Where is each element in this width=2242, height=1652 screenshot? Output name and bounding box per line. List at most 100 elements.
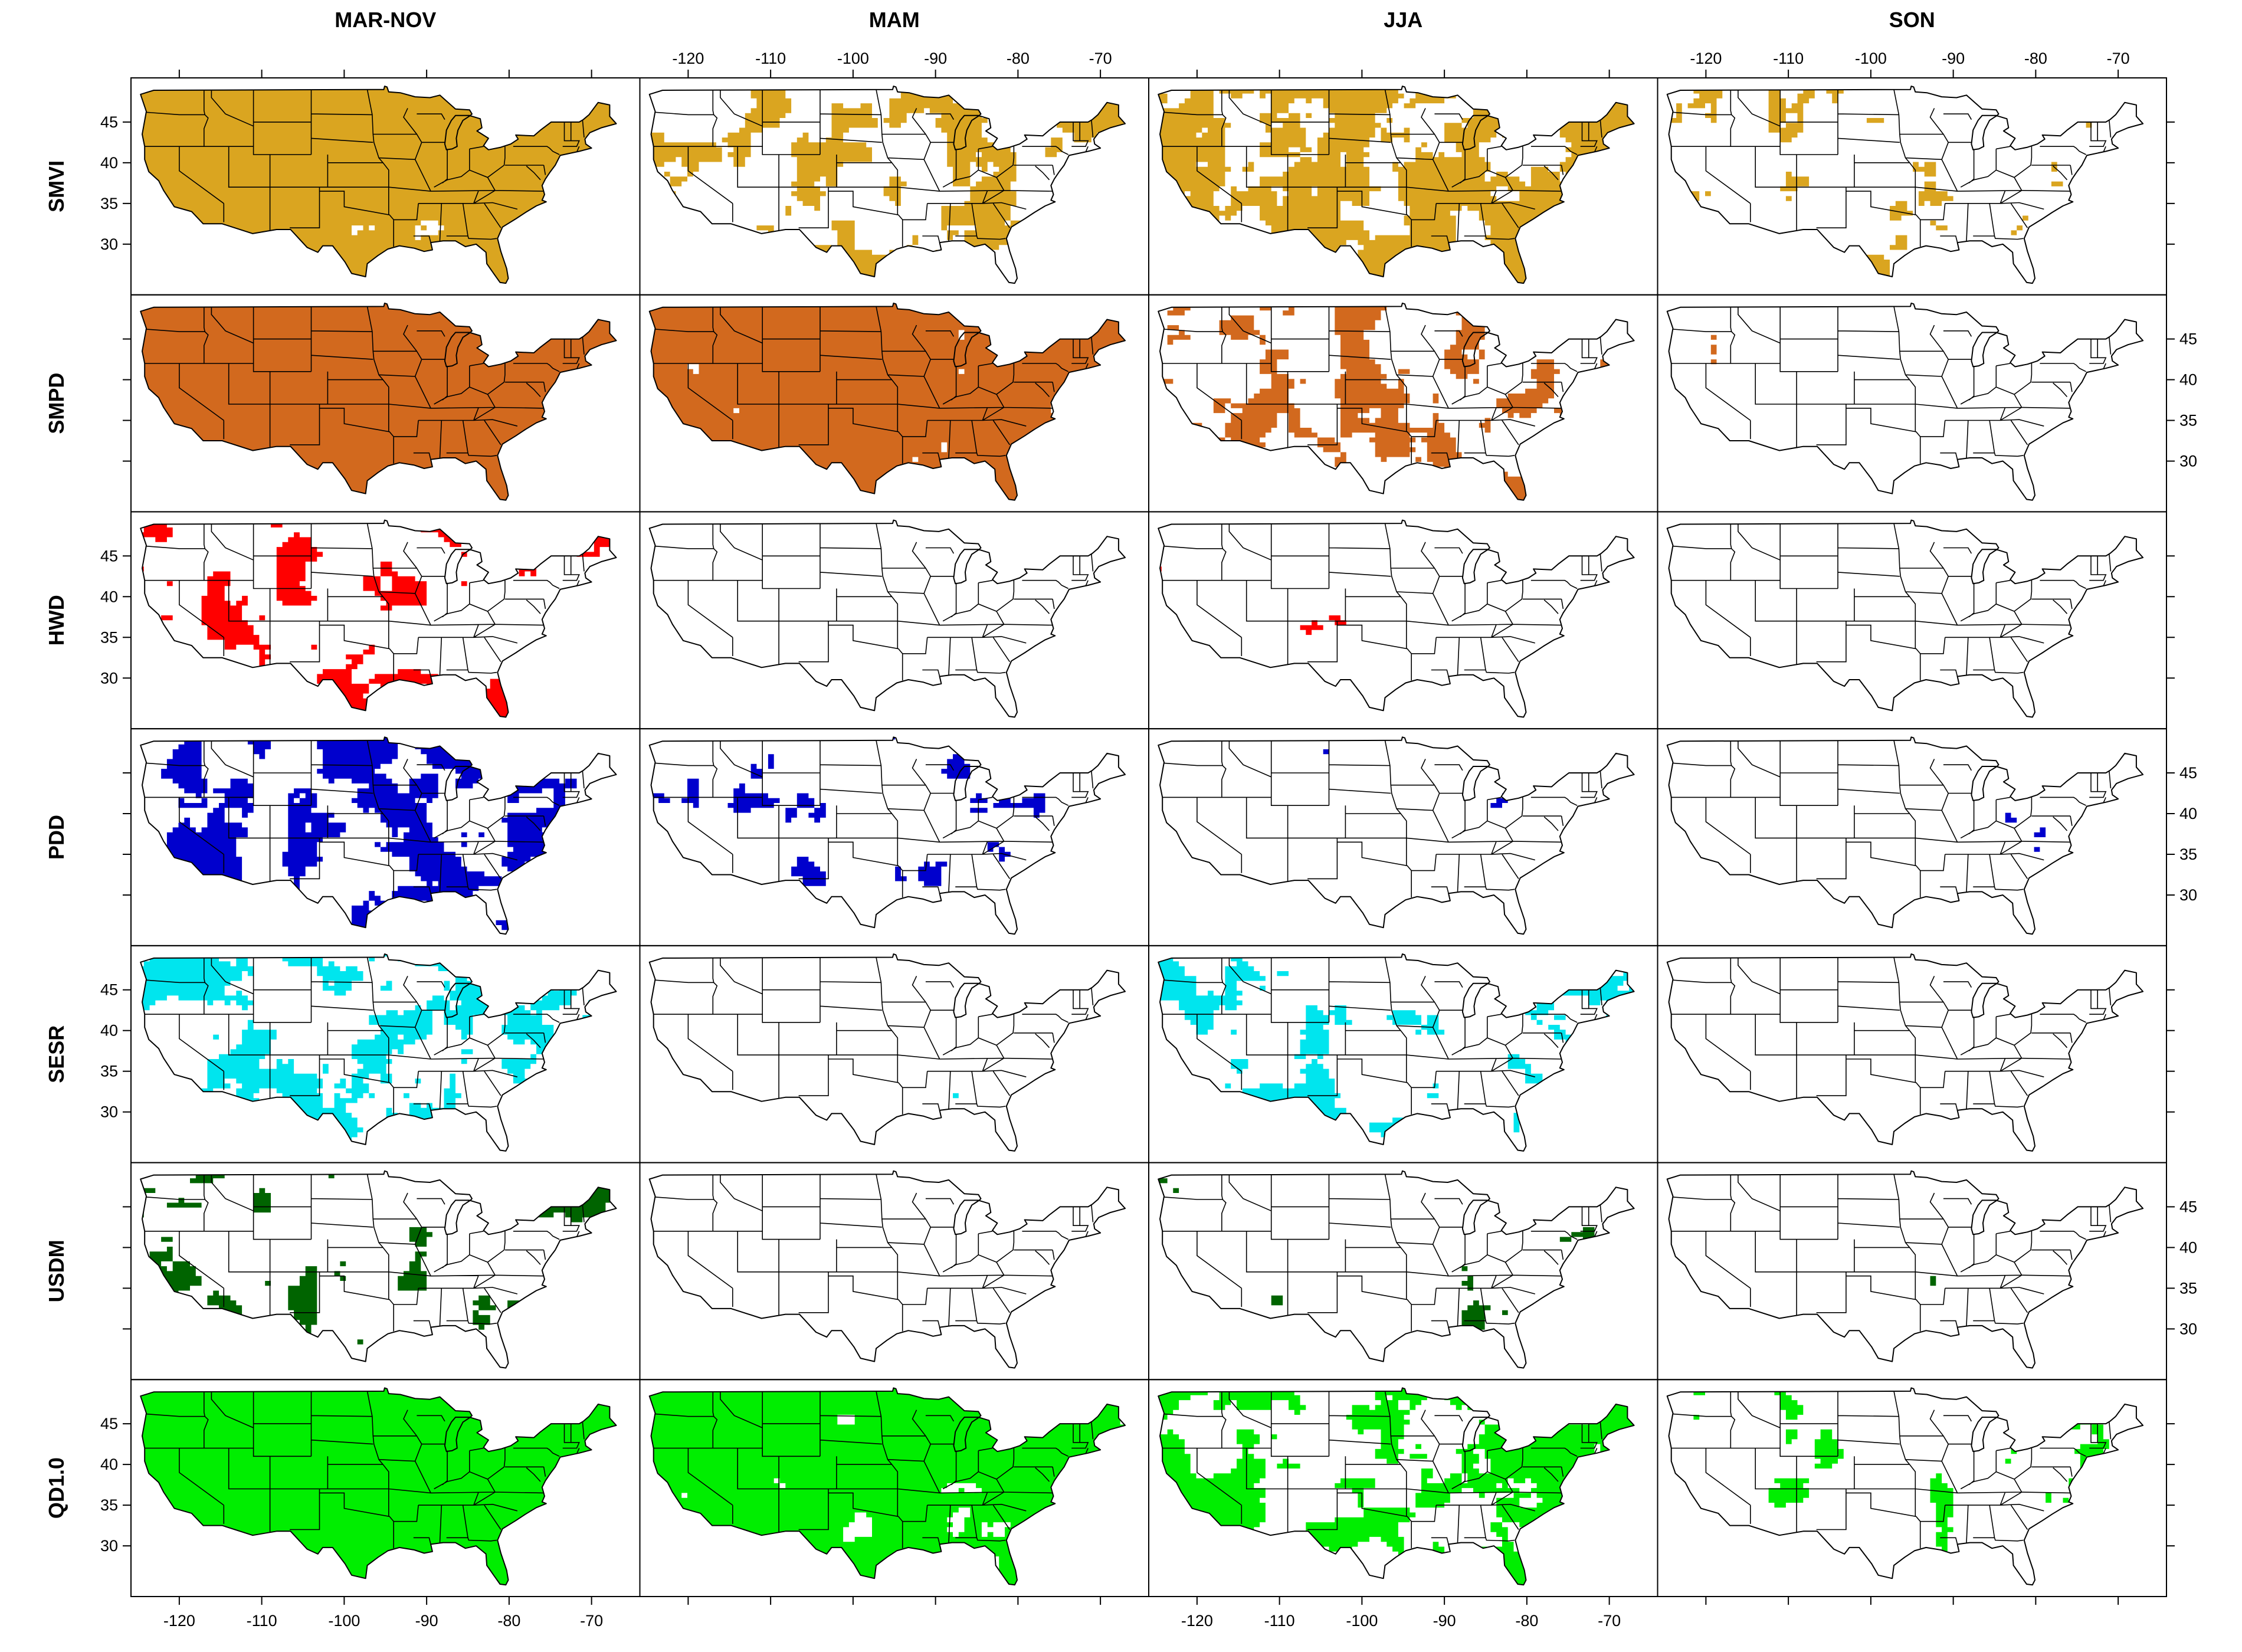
map-panel-usdm-jja bbox=[1148, 1162, 1658, 1381]
lon-tick-label: -80 bbox=[497, 1612, 520, 1630]
lat-tick-label: 35 bbox=[2179, 412, 2197, 430]
conus-outline bbox=[1666, 1170, 2144, 1369]
conus-outline bbox=[648, 302, 1126, 501]
map-panel-hwd-son bbox=[1657, 511, 2167, 730]
conus-outline bbox=[648, 1387, 1126, 1586]
lon-tick-label: -80 bbox=[2024, 50, 2047, 67]
row-label-pdd: PDD bbox=[44, 815, 68, 860]
lat-tick-label: 40 bbox=[2179, 805, 2197, 822]
drought-fill bbox=[649, 86, 1125, 284]
map-panel-smvi-son bbox=[1657, 77, 2167, 296]
state-boundaries bbox=[653, 1391, 1094, 1549]
map-panel-usdm-mar-nov bbox=[130, 1162, 641, 1381]
map-panel-sesr-jja bbox=[1148, 945, 1658, 1163]
lon-tick-label: -80 bbox=[1007, 50, 1030, 67]
conus-outline bbox=[140, 302, 617, 501]
map-panel-pdd-mam bbox=[639, 728, 1149, 946]
row-label-usdm: USDM bbox=[44, 1240, 68, 1302]
conus-outline bbox=[1666, 1387, 2144, 1586]
conus-outline bbox=[1158, 953, 1635, 1152]
map-panel-pdd-son bbox=[1657, 728, 2167, 946]
drought-fill bbox=[140, 1388, 617, 1585]
state-boundaries bbox=[1162, 957, 1602, 1115]
drought-fill bbox=[1785, 812, 2092, 916]
drought-fill bbox=[140, 86, 617, 284]
lat-tick-label: 30 bbox=[2179, 886, 2197, 904]
state-boundaries bbox=[1671, 523, 2112, 681]
lon-tick-label: -90 bbox=[924, 50, 947, 67]
conus-outline bbox=[140, 953, 617, 1152]
lon-tick-label: -70 bbox=[2107, 50, 2130, 67]
drought-fill bbox=[1930, 1276, 1936, 1345]
lat-tick-label: 45 bbox=[100, 547, 118, 565]
panel-frame bbox=[1148, 728, 1658, 946]
drought-fill bbox=[140, 303, 617, 500]
map-panel-sesr-mar-nov bbox=[130, 945, 641, 1163]
drought-fill bbox=[1158, 954, 1634, 1151]
state-boundaries bbox=[1671, 740, 2112, 898]
map-panel-hwd-mam bbox=[639, 511, 1149, 730]
drought-fill bbox=[1158, 303, 1634, 500]
conus-outline bbox=[648, 736, 1126, 935]
lat-tick-label: 40 bbox=[100, 588, 118, 605]
map-panel-smpd-mar-nov bbox=[130, 294, 641, 513]
map-panel-smpd-son bbox=[1657, 294, 2167, 513]
map-panel-pdd-jja bbox=[1148, 728, 1658, 946]
lat-tick-label: 45 bbox=[2179, 1198, 2197, 1215]
panel-frame bbox=[1657, 77, 2167, 296]
lon-tick-label: -90 bbox=[1433, 1612, 1456, 1630]
lat-tick-label: 45 bbox=[100, 113, 118, 131]
lon-tick-label: -70 bbox=[1598, 1612, 1621, 1630]
row-label-smvi: SMVI bbox=[44, 160, 68, 212]
lat-tick-label: 40 bbox=[100, 1456, 118, 1473]
lat-tick-label: 35 bbox=[2179, 1279, 2197, 1297]
state-boundaries bbox=[1162, 89, 1602, 247]
drought-fill bbox=[1323, 749, 1508, 808]
column-titles: MAR-NOV MAM JJA SON bbox=[335, 8, 1935, 32]
map-panel-hwd-jja bbox=[1148, 511, 1658, 730]
conus-outline bbox=[140, 736, 617, 935]
lat-tick-label: 30 bbox=[2179, 1320, 2197, 1338]
lon-tick-label: -100 bbox=[1346, 1612, 1378, 1630]
row-label-qd1-0: QD1.0 bbox=[44, 1457, 68, 1519]
state-boundaries bbox=[145, 740, 585, 898]
conus-outline bbox=[648, 86, 1126, 284]
panel-frame bbox=[1657, 511, 2167, 730]
state-boundaries bbox=[145, 523, 585, 681]
lon-tick-label: -90 bbox=[415, 1612, 438, 1630]
lat-tick-label: 30 bbox=[100, 1103, 118, 1121]
drought-fill bbox=[1158, 86, 1634, 284]
lat-tick-label: 40 bbox=[100, 1022, 118, 1040]
conus-outline bbox=[140, 1170, 617, 1369]
state-boundaries bbox=[1671, 306, 2112, 464]
conus-outline bbox=[1158, 519, 1635, 718]
panel-frame bbox=[1657, 294, 2167, 513]
conus-outline bbox=[648, 953, 1126, 1152]
map-panel-smvi-jja bbox=[1148, 77, 1658, 296]
state-boundaries bbox=[1671, 1174, 2112, 1332]
column-title-son: SON bbox=[1889, 8, 1935, 32]
state-boundaries bbox=[145, 89, 585, 247]
panel-frame bbox=[1657, 728, 2167, 946]
conus-outline bbox=[648, 1170, 1126, 1369]
drought-fill bbox=[1158, 1171, 1595, 1364]
panel-grid bbox=[130, 77, 2167, 1597]
state-boundaries bbox=[653, 523, 1094, 681]
state-boundaries bbox=[145, 1391, 585, 1549]
column-title-jja: JJA bbox=[1384, 8, 1422, 32]
column-title-mam: MAM bbox=[869, 8, 920, 32]
panel-frame bbox=[639, 728, 1149, 946]
lat-tick-label: 45 bbox=[100, 981, 118, 999]
map-panel-smvi-mar-nov bbox=[130, 77, 641, 296]
map-panel-qd1-0-son bbox=[1657, 1379, 2167, 1597]
map-panel-usdm-son bbox=[1657, 1162, 2167, 1381]
conus-outline bbox=[1666, 302, 2144, 501]
state-boundaries bbox=[1671, 957, 2112, 1115]
lat-tick-label: 35 bbox=[100, 628, 118, 646]
lat-tick-label: 40 bbox=[2179, 371, 2197, 389]
panel-frame bbox=[1657, 1162, 2167, 1381]
lat-tick-label: 30 bbox=[100, 669, 118, 687]
map-panel-smpd-mam bbox=[639, 294, 1149, 513]
row-label-hwd: HWD bbox=[44, 595, 68, 645]
lon-tick-label: -110 bbox=[247, 1612, 277, 1630]
